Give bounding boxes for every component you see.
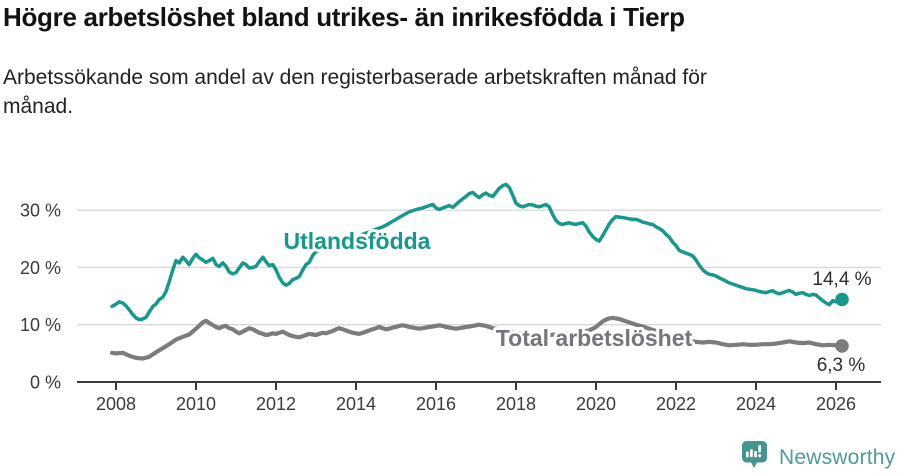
chart-subtitle-line1: Arbetssökande som andel av den registerb…	[3, 66, 707, 89]
series-layer	[109, 182, 849, 361]
end-value-label-total: 6,3 %	[817, 355, 866, 376]
end-value-label-utlandsfodda: 14,4 %	[812, 269, 871, 290]
y-tick-label: 30 %	[20, 201, 61, 221]
series-label-total-arbetsloshet: Total arbetslöshet	[496, 325, 693, 351]
series-end-dot-total	[835, 339, 849, 353]
x-tick-label: 2022	[656, 394, 696, 414]
chart-title: Högre arbetslöshet bland utrikes- än inr…	[3, 2, 685, 32]
series-line-utlandsfodda	[110, 182, 844, 322]
labels-layer: Utlandsfödda Total arbetslöshet 14,4 % 6…	[281, 225, 875, 379]
x-tick-label: 2024	[736, 394, 776, 414]
y-tick-label: 0 %	[30, 373, 61, 393]
x-tick-label: 2020	[576, 394, 616, 414]
chart-subtitle: Arbetssökande som andel av den registerb…	[3, 63, 863, 121]
series-end-dot-utlandsfodda	[835, 292, 849, 307]
x-tick-label: 2018	[496, 394, 536, 414]
x-tick-label: 2010	[176, 394, 216, 414]
y-tick-label: 10 %	[20, 315, 61, 335]
grid-layer: 0 % 10 % 20 % 30 % 2008 2010 2012 2014 2016 2018 2…	[20, 201, 881, 414]
bar-chart-glyph	[746, 445, 762, 458]
chart-subtitle-line2: månad.	[3, 95, 74, 118]
x-tick-label: 2008	[96, 394, 136, 414]
x-tick-label: 2012	[256, 394, 296, 414]
newsworthy-wordmark: Newsworthy	[779, 446, 896, 469]
series-label-utlandsfodda: Utlandsfödda	[284, 228, 431, 254]
y-tick-label: 20 %	[20, 258, 61, 278]
x-tick-label: 2014	[336, 394, 376, 414]
x-tick-label: 2026	[816, 394, 856, 414]
x-tick-label: 2016	[416, 394, 456, 414]
series-line-total	[109, 315, 845, 361]
newsworthy-bubble-chart-icon	[742, 441, 767, 468]
